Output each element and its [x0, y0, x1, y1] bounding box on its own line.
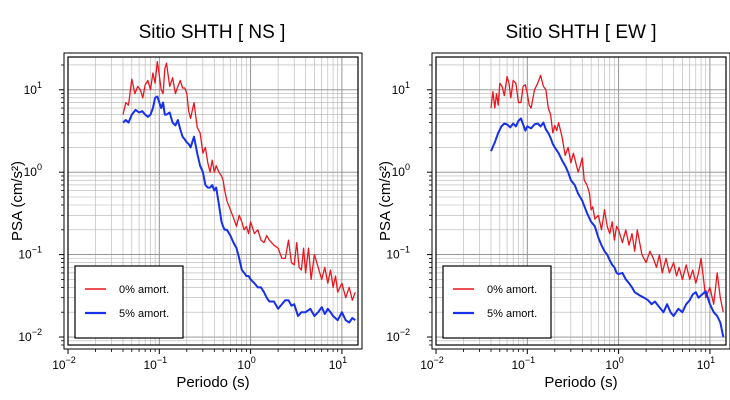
series-line-amort-0 — [122, 60, 356, 301]
x-tick-label: 10−2 — [52, 355, 76, 372]
x-tick-label: 100 — [605, 355, 623, 372]
x-tick-exponent: 0 — [619, 355, 624, 365]
y-tick-exponent: 0 — [405, 162, 410, 172]
legend: 0% amort. 5% amort. — [442, 265, 552, 339]
axis-frame — [431, 52, 730, 350]
x-tick-label: 10−1 — [143, 355, 167, 372]
y-axis-label: PSA (cm/s²) — [377, 161, 394, 241]
legend-label: 5% amort. — [119, 308, 169, 320]
y-tick-label: 10−2 — [386, 327, 410, 344]
legend-label: 0% amort. — [487, 284, 537, 296]
x-tick-label: 10−2 — [420, 355, 444, 372]
x-axis-label: Periodo (s) — [544, 374, 617, 391]
y-tick-label: 100 — [392, 162, 410, 179]
x-tick-exponent: 1 — [710, 355, 715, 365]
series-line-amort-5 — [122, 95, 356, 324]
chart-title: Sitio SHTH [ EW ] — [506, 22, 657, 43]
x-tick-exponent: −1 — [157, 355, 167, 365]
x-tick-exponent: 1 — [342, 355, 347, 365]
x-tick-exponent: 0 — [251, 355, 256, 365]
plot-frame — [67, 56, 359, 346]
y-tick-label: 101 — [24, 80, 42, 97]
x-tick-exponent: −1 — [525, 355, 535, 365]
legend-box — [74, 265, 184, 339]
y-tick-label: 10−1 — [18, 245, 42, 262]
y-tick-label: 101 — [392, 80, 410, 97]
x-tick-exponent: −2 — [66, 355, 76, 365]
legend-label: 0% amort. — [119, 284, 169, 296]
y-tick-exponent: 1 — [37, 80, 42, 90]
y-axis-label: PSA (cm/s²) — [9, 161, 26, 241]
axis-frame — [63, 52, 363, 350]
y-tick-label: 100 — [24, 162, 42, 179]
legend: 0% amort. 5% amort. — [74, 265, 184, 339]
y-tick-exponent: −1 — [32, 245, 42, 255]
x-tick-label: 101 — [329, 355, 347, 372]
y-tick-label: 10−1 — [386, 245, 410, 262]
y-tick-exponent: −1 — [400, 245, 410, 255]
x-axis-label: Periodo (s) — [176, 374, 249, 391]
x-tick-exponent: −2 — [434, 355, 444, 365]
y-tick-exponent: −2 — [400, 327, 410, 337]
chart-title: Sitio SHTH [ NS ] — [139, 22, 286, 43]
y-tick-exponent: 1 — [405, 80, 410, 90]
legend-box — [442, 265, 552, 339]
x-tick-label: 10−1 — [511, 355, 535, 372]
y-tick-label: 10−2 — [18, 327, 42, 344]
y-tick-exponent: 0 — [37, 162, 42, 172]
plot-frame — [435, 56, 727, 346]
x-tick-label: 100 — [237, 355, 255, 372]
series-line-amort-5 — [490, 117, 725, 338]
x-tick-label: 101 — [697, 355, 715, 372]
series-line-amort-0 — [490, 74, 724, 313]
y-tick-exponent: −2 — [32, 327, 42, 337]
legend-label: 5% amort. — [487, 308, 537, 320]
